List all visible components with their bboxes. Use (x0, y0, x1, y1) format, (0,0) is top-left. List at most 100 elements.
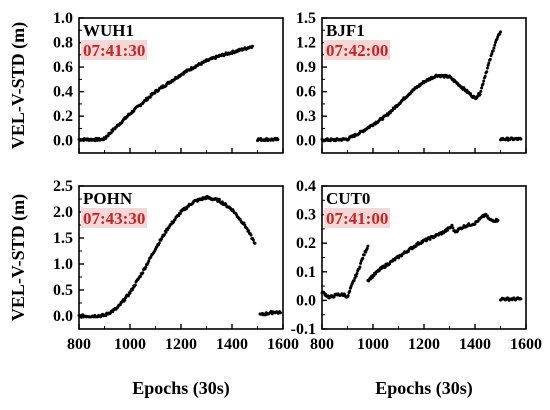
data-point (488, 57, 492, 61)
data-point (276, 138, 280, 141)
x-tick-label: 800 (310, 336, 334, 353)
data-point (519, 137, 523, 141)
data-point (178, 212, 182, 215)
series-points (320, 30, 523, 143)
data-point (157, 241, 161, 245)
data-point (279, 311, 282, 315)
y-tick-label: 1.0 (53, 256, 73, 273)
data-point (144, 265, 148, 269)
time-label-background (81, 208, 147, 228)
station-label: POHN (83, 189, 133, 208)
y-axis-title: VEL-V-STD (m) (8, 194, 29, 321)
data-point (153, 91, 157, 95)
data-point (478, 92, 482, 96)
data-point (164, 230, 168, 234)
y-axis-title: VEL-V-STD (m) (8, 22, 29, 149)
time-label: 07:41:00 (326, 209, 388, 228)
data-point (163, 233, 166, 237)
y-tick-label: 1.2 (296, 35, 316, 52)
y-tick-label: 1.5 (296, 10, 316, 27)
x-tick-label: 1600 (267, 336, 299, 353)
y-tick-label: 0.0 (53, 133, 73, 150)
x-tick-label: 1400 (459, 336, 491, 353)
x-axis-title: Epochs (30s) (132, 378, 230, 399)
station-label: CUT0 (326, 189, 370, 208)
data-point (381, 117, 385, 121)
x-tick-label: 1200 (165, 336, 197, 353)
data-point (485, 70, 489, 74)
x-axis-title: Epochs (30s) (375, 378, 473, 399)
data-point (428, 237, 432, 241)
data-point (486, 63, 490, 67)
y-tick-label: 0.6 (296, 84, 316, 101)
y-tick-label: 2.5 (53, 178, 73, 195)
data-point (177, 214, 181, 218)
data-point (141, 271, 145, 275)
data-point (359, 261, 363, 265)
data-point (147, 259, 151, 263)
data-point (361, 256, 365, 260)
data-point (480, 86, 484, 90)
data-point (253, 241, 257, 245)
series-points (320, 212, 523, 302)
data-point (479, 89, 483, 93)
x-tick-label: 1200 (408, 336, 440, 353)
data-point (482, 79, 486, 83)
y-tick-label: 0.2 (53, 108, 73, 125)
chart-panel-pohn: 0.0 0.5 1.0 1.5 2.0 2.5 800 1000 1200 1400 1600 POH… (8, 178, 299, 399)
data-point (473, 222, 477, 226)
x-tick-label: 1400 (216, 336, 248, 353)
data-point (365, 247, 369, 251)
x-tick-label: 1000 (114, 336, 146, 353)
data-point (355, 272, 359, 275)
y-tick-label: 0.4 (296, 178, 316, 195)
data-point (245, 227, 249, 231)
data-point (366, 244, 370, 248)
data-point (332, 295, 336, 299)
data-point (348, 289, 352, 293)
data-point (469, 92, 472, 96)
data-point (491, 49, 495, 53)
data-point (148, 95, 152, 99)
data-point (446, 228, 449, 232)
data-point (485, 214, 489, 218)
time-label-background (81, 40, 147, 60)
y-tick-label: 0.5 (53, 282, 73, 299)
data-point (127, 294, 130, 298)
data-point (391, 108, 394, 112)
data-point (111, 129, 115, 133)
data-point (483, 74, 487, 78)
x-tick-label: 1600 (510, 336, 542, 353)
y-tick-label: 0.4 (53, 84, 73, 101)
data-point (487, 61, 491, 65)
chart-panel-cut0: -0.1 0.0 0.1 0.2 0.3 0.4 800 1000 1200 1400 1600 CU… (291, 178, 542, 399)
data-point (131, 286, 135, 290)
y-tick-label: 0.8 (53, 35, 73, 52)
time-label: 07:43:30 (83, 209, 145, 228)
series-points (77, 44, 280, 143)
data-point (519, 297, 523, 301)
data-point (249, 233, 253, 237)
station-label: WUH1 (83, 21, 134, 40)
series-points (77, 195, 282, 319)
data-point (346, 294, 350, 298)
data-point (362, 253, 366, 257)
y-tick-label: 2.0 (53, 204, 73, 221)
data-point (496, 218, 500, 222)
data-point (490, 52, 494, 56)
y-tick-label: 0.0 (296, 292, 316, 309)
time-label-background (324, 40, 390, 60)
data-point (476, 219, 480, 223)
data-point (133, 283, 137, 287)
y-tick-label: 1.5 (53, 230, 73, 247)
y-tick-label: 0.3 (296, 108, 316, 125)
x-tick-label: 800 (67, 336, 91, 353)
data-point (358, 265, 362, 269)
data-point (450, 223, 454, 227)
y-tick-label: 0.3 (296, 207, 316, 224)
y-tick-label: 0.0 (296, 133, 316, 150)
data-point (493, 43, 497, 47)
